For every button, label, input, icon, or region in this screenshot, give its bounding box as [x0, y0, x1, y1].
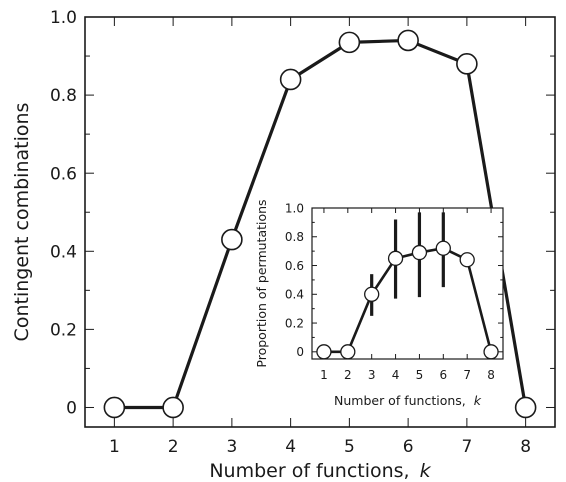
y-tick-label: 1.0	[285, 201, 304, 215]
data-point	[411, 244, 428, 261]
y-tick-label: 0.8	[50, 86, 77, 106]
x-axis-title: Number of functions, k	[209, 460, 431, 482]
data-point	[221, 228, 243, 251]
x-tick-label: 1	[320, 368, 328, 382]
y-axis-title: Proportion of permutations	[254, 199, 269, 367]
data-point	[340, 344, 356, 360]
x-tick-label: 6	[403, 437, 414, 457]
y-tick-label: 1.0	[50, 8, 77, 28]
data-point	[338, 31, 361, 54]
x-axis-title: Number of functions, k	[334, 393, 482, 408]
x-tick-label: 2	[344, 368, 352, 382]
data-point	[316, 344, 332, 360]
data-point	[397, 29, 419, 52]
data-point	[279, 68, 302, 91]
y-tick-label: 0.4	[50, 242, 77, 262]
data-point	[387, 250, 404, 266]
x-tick-label: 2	[168, 437, 179, 457]
data-point	[456, 53, 478, 75]
y-tick-label: 0.6	[50, 164, 77, 184]
x-tick-label: 8	[520, 437, 531, 457]
data-point	[364, 286, 380, 302]
x-axis-title-text: Number of functions,	[334, 393, 470, 408]
inset-plot: 1 2 3 4 5 6 7 8 0 0.2 0.4 0.6 0.8 1.0 Number of functi…	[254, 199, 504, 408]
y-tick-label: 0.2	[285, 316, 304, 330]
y-tick-label: 0.4	[285, 288, 304, 302]
y-tick-label: 0.2	[50, 321, 77, 341]
data-point	[103, 396, 126, 419]
x-axis-title-variable: k	[474, 393, 482, 408]
y-tick-label: 0	[296, 345, 304, 359]
plot-frame	[311, 207, 504, 360]
x-tick-label: 7	[463, 368, 471, 382]
x-tick-label: 4	[392, 368, 400, 382]
x-tick-label: 3	[368, 368, 376, 382]
data-point	[459, 252, 475, 268]
y-axis-title: Contingent combinations	[11, 103, 33, 342]
y-tick-label: 0.6	[285, 259, 304, 273]
data-point	[483, 344, 499, 360]
data-point	[435, 240, 451, 256]
x-tick-label: 5	[344, 437, 355, 457]
x-axis-title-variable: k	[420, 460, 432, 482]
x-tick-label: 4	[285, 437, 296, 457]
x-tick-label: 7	[461, 437, 472, 457]
x-tick-label: 8	[487, 368, 495, 382]
x-tick-label: 3	[226, 437, 237, 457]
y-tick-label: 0.8	[285, 230, 304, 244]
x-tick-label: 6	[439, 368, 447, 382]
data-point	[162, 396, 184, 419]
y-tick-label: 0	[66, 399, 77, 419]
x-axis-title-text: Number of functions,	[209, 460, 415, 482]
data-point	[514, 396, 537, 419]
x-tick-label: 1	[109, 437, 120, 457]
x-tick-label: 5	[416, 368, 424, 382]
